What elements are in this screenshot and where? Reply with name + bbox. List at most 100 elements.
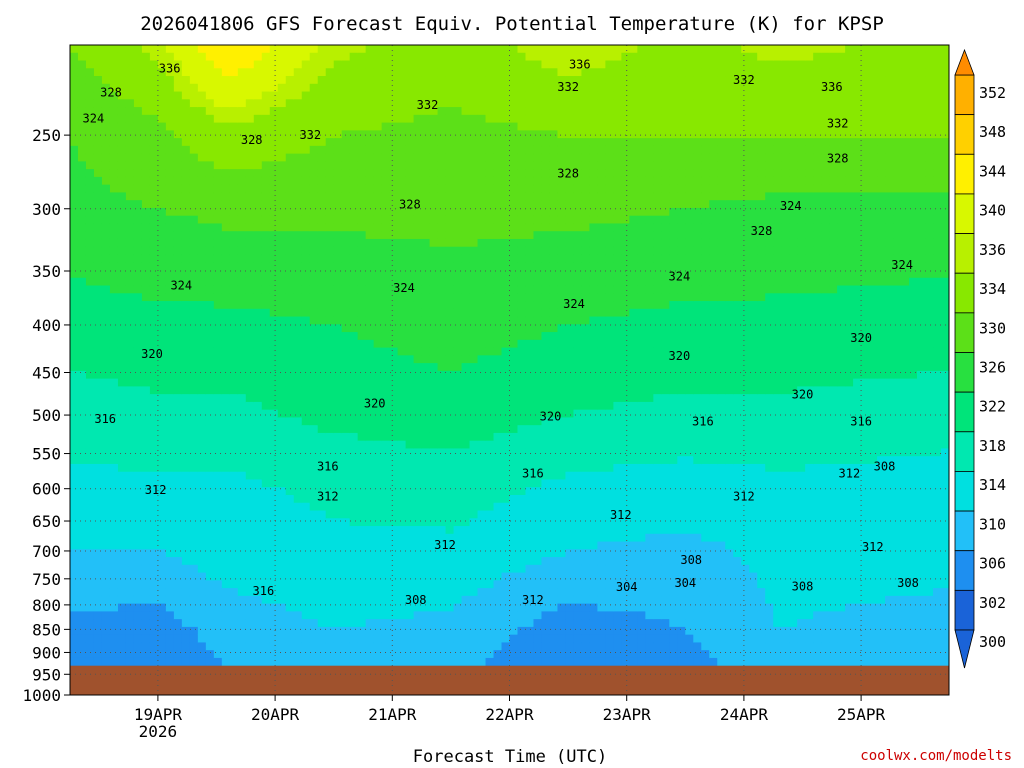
thetae-cell: [365, 425, 375, 434]
thetae-cell: [101, 626, 111, 636]
thetae-cell: [533, 595, 543, 605]
thetae-cell: [109, 114, 119, 124]
thetae-cell: [277, 270, 287, 279]
thetae-cell: [245, 238, 255, 248]
thetae-cell: [245, 246, 255, 256]
thetae-cell: [293, 293, 303, 302]
thetae-cell: [157, 650, 167, 659]
thetae-cell: [277, 557, 287, 566]
thetae-cell: [117, 603, 127, 612]
thetae-cell: [485, 60, 495, 69]
thetae-cell: [429, 207, 439, 217]
thetae-cell: [70, 541, 79, 550]
thetae-cell: [77, 463, 87, 473]
thetae-cell: [429, 471, 439, 481]
thetae-cell: [509, 293, 519, 302]
thetae-cell: [373, 541, 383, 550]
thetae-cell: [301, 487, 311, 496]
thetae-cell: [197, 270, 207, 279]
thetae-cell: [565, 308, 575, 318]
thetae-cell: [341, 355, 351, 364]
thetae-cell: [389, 316, 399, 325]
thetae-cell: [453, 184, 463, 194]
thetae-cell: [509, 138, 519, 147]
thetae-cell: [237, 355, 247, 364]
thetae-cell: [349, 355, 359, 364]
thetae-cell: [141, 277, 151, 287]
thetae-cell: [149, 557, 159, 566]
thetae-cell: [213, 192, 223, 201]
thetae-cell: [373, 169, 383, 178]
thetae-cell: [365, 238, 375, 248]
thetae-cell: [517, 471, 527, 481]
thetae-cell: [245, 207, 255, 217]
thetae-cell: [541, 634, 551, 644]
thetae-cell: [229, 277, 239, 287]
thetae-cell: [493, 215, 503, 225]
thetae-cell: [389, 52, 399, 62]
thetae-cell: [509, 254, 519, 263]
thetae-cell: [565, 169, 575, 178]
thetae-cell: [477, 386, 487, 395]
thetae-cell: [141, 479, 151, 488]
thetae-cell: [165, 138, 175, 147]
thetae-cell: [477, 634, 487, 644]
thetae-cell: [245, 91, 255, 100]
thetae-cell: [429, 238, 439, 248]
thetae-cell: [349, 564, 359, 574]
thetae-cell: [85, 347, 95, 356]
thetae-cell: [165, 254, 175, 263]
thetae-cell: [469, 549, 479, 558]
thetae-cell: [149, 456, 159, 465]
thetae-cell: [397, 440, 407, 450]
thetae-cell: [181, 564, 191, 574]
thetae-cell: [165, 324, 175, 333]
thetae-cell: [557, 308, 567, 318]
thetae-cell: [70, 487, 79, 496]
thetae-cell: [421, 223, 431, 232]
thetae-cell: [245, 456, 255, 465]
thetae-cell: [221, 308, 231, 318]
thetae-cell: [85, 650, 95, 659]
thetae-cell: [109, 184, 119, 194]
thetae-cell: [341, 448, 351, 457]
thetae-cell: [253, 463, 263, 473]
thetae-cell: [125, 495, 135, 504]
thetae-cell: [165, 316, 175, 325]
thetae-cell: [133, 657, 143, 667]
thetae-cell: [365, 153, 375, 162]
thetae-cell: [189, 549, 199, 558]
thetae-cell: [421, 68, 431, 77]
thetae-cell: [157, 107, 167, 116]
thetae-cell: [373, 386, 383, 395]
thetae-cell: [189, 363, 199, 372]
thetae-cell: [533, 332, 543, 341]
thetae-cell: [541, 394, 551, 403]
thetae-cell: [237, 479, 247, 488]
thetae-cell: [125, 432, 135, 442]
thetae-cell: [181, 332, 191, 341]
thetae-cell: [421, 626, 431, 636]
thetae-cell: [293, 510, 303, 519]
thetae-cell: [333, 502, 343, 512]
thetae-cell: [549, 238, 559, 248]
thetae-cell: [189, 231, 199, 240]
thetae-cell: [357, 76, 367, 85]
thetae-cell: [341, 401, 351, 411]
thetae-cell: [549, 192, 559, 201]
thetae-cell: [77, 83, 87, 93]
thetae-cell: [373, 153, 383, 162]
thetae-cell: [437, 277, 447, 287]
thetae-cell: [485, 440, 495, 450]
thetae-cell: [157, 207, 167, 217]
thetae-cell: [437, 463, 447, 473]
thetae-cell: [501, 611, 511, 620]
thetae-cell: [509, 448, 519, 457]
thetae-cell: [453, 495, 463, 504]
thetae-cell: [101, 138, 111, 147]
thetae-cell: [205, 339, 215, 349]
thetae-cell: [421, 572, 431, 581]
thetae-cell: [509, 386, 519, 395]
thetae-cell: [389, 487, 399, 496]
thetae-cell: [557, 502, 567, 512]
